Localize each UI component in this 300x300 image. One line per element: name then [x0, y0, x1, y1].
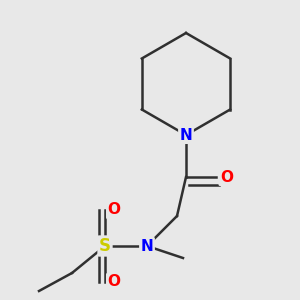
Text: N: N: [180, 128, 192, 142]
Text: O: O: [107, 202, 121, 217]
Text: S: S: [99, 237, 111, 255]
Text: O: O: [220, 169, 233, 184]
Text: N: N: [141, 238, 153, 253]
Text: O: O: [107, 274, 121, 290]
